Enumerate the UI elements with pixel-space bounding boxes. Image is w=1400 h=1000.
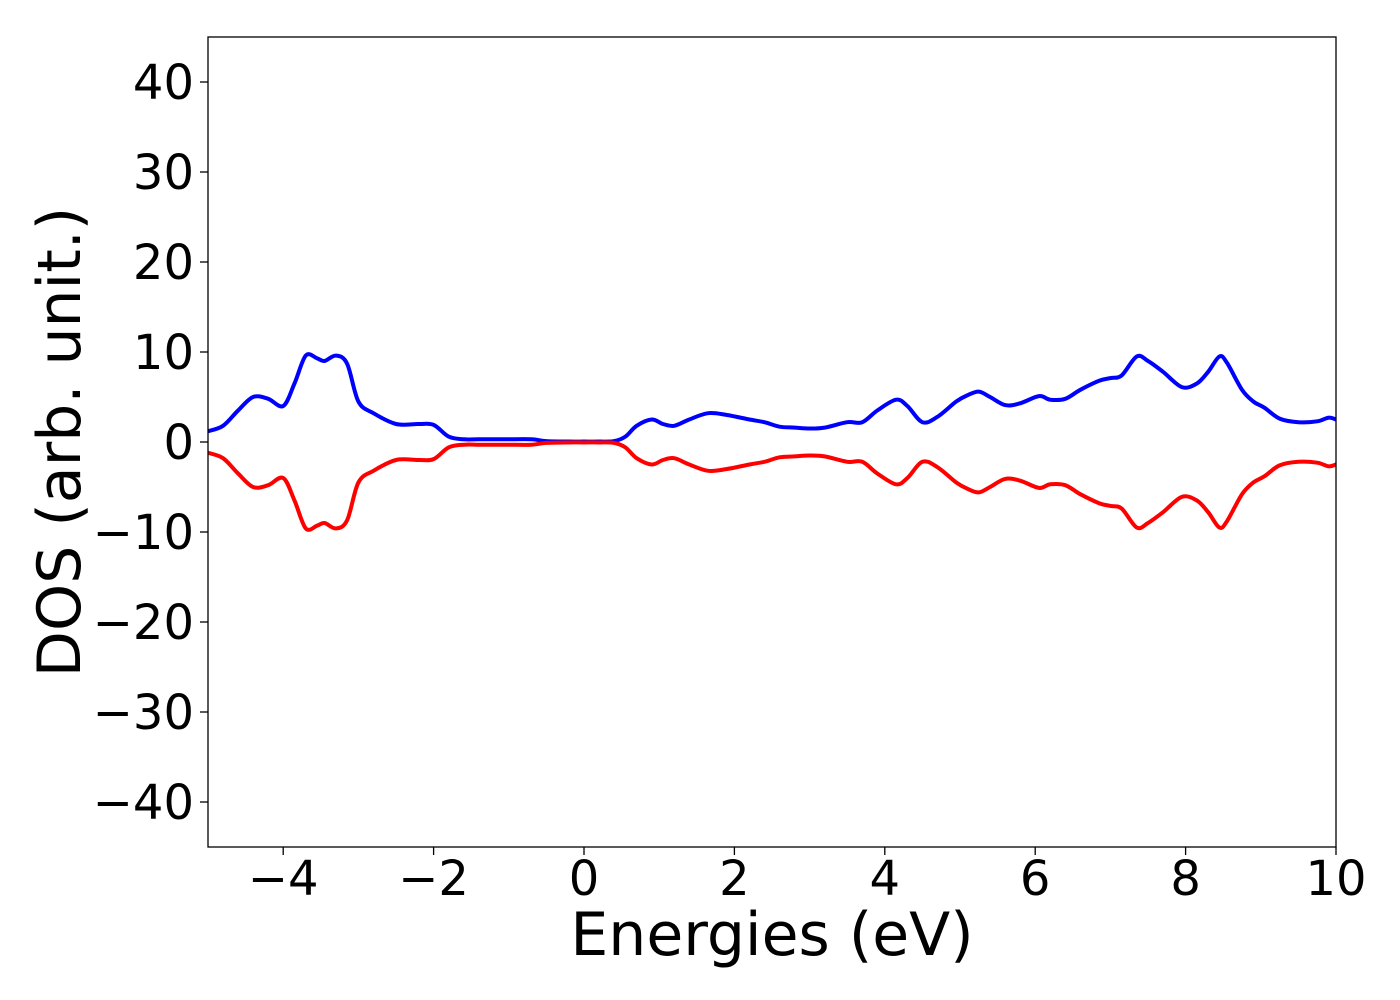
x-axis-ticks: −4 −2 0 2 4 6 8 10: [248, 847, 1367, 907]
plot-frame: [207, 36, 1337, 848]
y-axis-ticks: 40 30 20 10 0 −10 −20 −30 −40: [93, 55, 208, 831]
series-line-1: [208, 352, 1336, 444]
y-tick-label: 10: [133, 325, 194, 381]
x-tick-label: 8: [1170, 851, 1201, 907]
y-tick-label: 30: [133, 145, 194, 201]
y-tick-label: 0: [163, 415, 194, 471]
x-axis-label: Energies (eV): [570, 900, 973, 970]
x-tick-label: 6: [1020, 851, 1051, 907]
series-layer: [208, 352, 1336, 532]
x-tick-label: −4: [248, 851, 319, 907]
x-tick-label: 4: [870, 851, 901, 907]
x-tick-label: 2: [719, 851, 750, 907]
x-tick-label: 0: [569, 851, 600, 907]
y-tick-label: −40: [93, 775, 194, 831]
y-tick-label: −20: [93, 595, 194, 651]
x-tick-label: 10: [1305, 851, 1366, 907]
y-tick-label: 20: [133, 235, 194, 291]
series-line-2: [208, 440, 1336, 532]
y-tick-label: 40: [133, 55, 194, 111]
y-tick-label: −10: [93, 505, 194, 561]
y-axis-label: DOS (arb. unit.): [25, 207, 95, 677]
y-tick-label: −30: [93, 685, 194, 741]
x-tick-label: −2: [398, 851, 469, 907]
